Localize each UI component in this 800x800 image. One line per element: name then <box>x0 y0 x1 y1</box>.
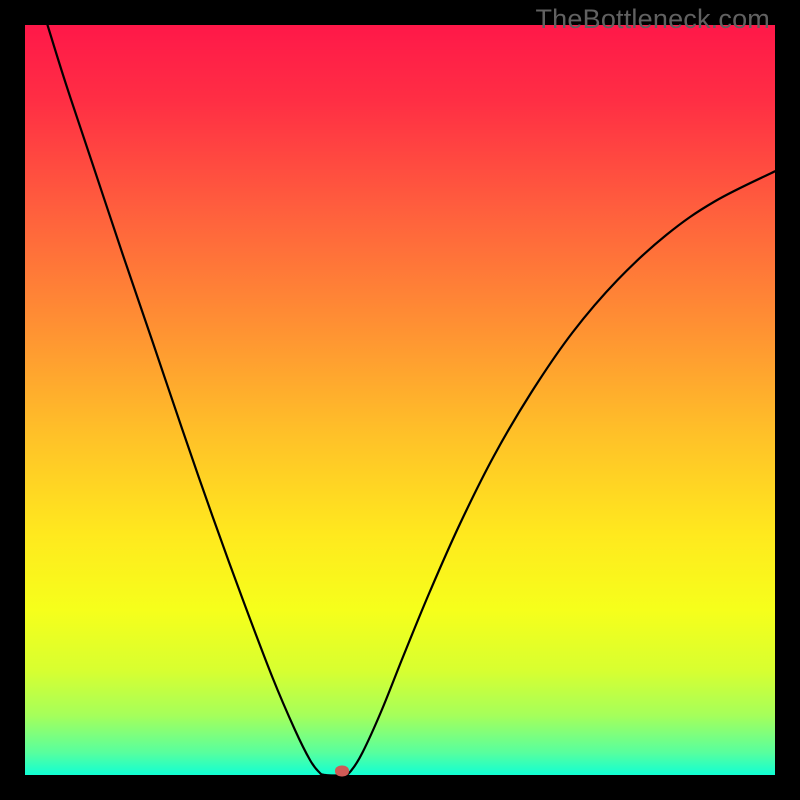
curve-svg <box>25 25 775 775</box>
bottleneck-curve <box>48 25 776 775</box>
optimal-point-marker <box>335 765 349 776</box>
chart-frame: TheBottleneck.com <box>0 0 800 800</box>
plot-area <box>25 25 775 775</box>
watermark-label: TheBottleneck.com <box>535 4 770 35</box>
